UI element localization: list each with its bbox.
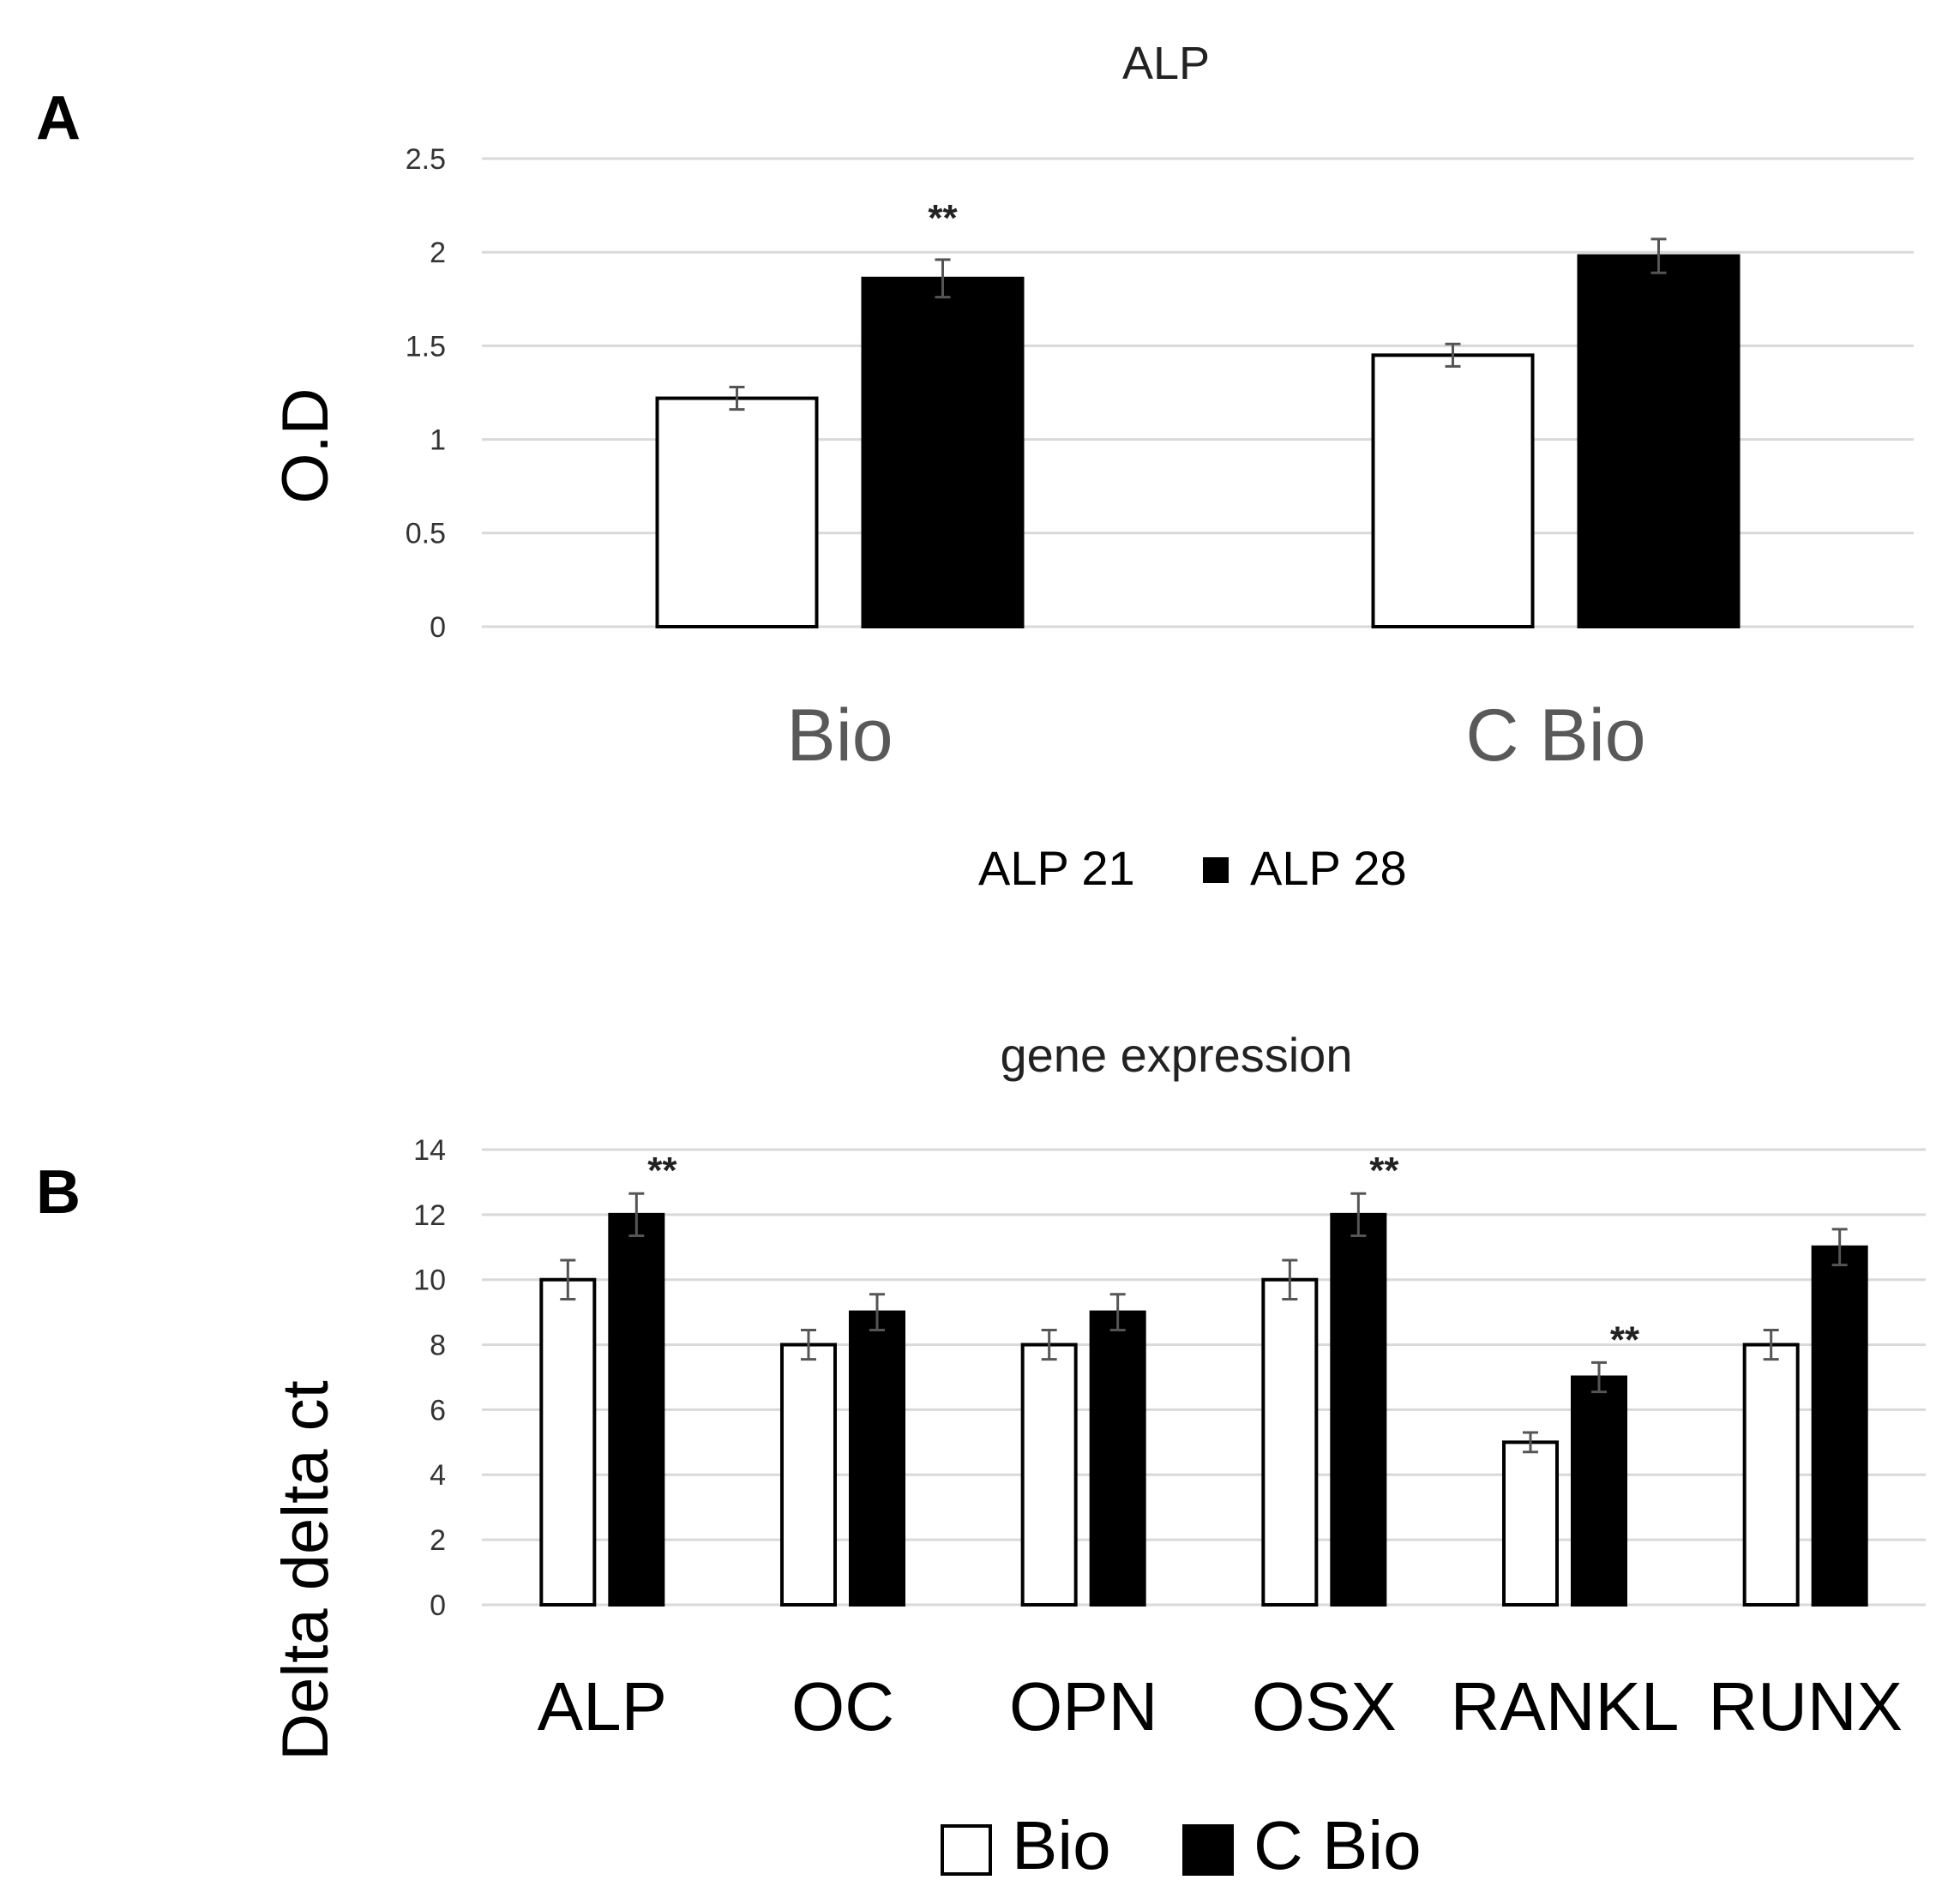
chart-b-gridlines	[482, 1148, 1926, 1607]
chart-gene-expression: gene expression Delta delta ct 0 2 4 6 8 10 12…	[269, 1028, 1926, 1883]
x-tick-label-rankl: RANKL	[1451, 1668, 1680, 1745]
significance-marker-bio: **	[928, 197, 958, 239]
bar-bio-alp-28	[861, 276, 1025, 628]
legend-swatch-alp-28	[1203, 857, 1229, 883]
x-tick-label-c-bio: C Bio	[1465, 694, 1645, 777]
x-tick-label-alp: ALP	[538, 1668, 667, 1745]
legend-swatch-c-bio	[1182, 1824, 1234, 1876]
bar-c-bio-alp-21	[1371, 353, 1535, 628]
chart-b-title: gene expression	[1001, 1028, 1353, 1082]
chart-a-y-ticks: 0 0.5 1 1.5 2 2.5	[406, 143, 446, 644]
x-tick-label-osx: OSX	[1252, 1668, 1397, 1745]
legend-label-c-bio: C Bio	[1254, 1807, 1422, 1883]
y-tick-label: 2	[430, 237, 446, 269]
significance-marker-rankl: **	[1610, 1318, 1640, 1360]
y-tick-label: 10	[413, 1264, 446, 1297]
y-tick-label: 2	[430, 1524, 446, 1557]
panel-a-label: A	[36, 84, 81, 153]
y-tick-label: 0.5	[406, 518, 446, 550]
y-tick-label: 0	[430, 1589, 446, 1622]
panel-b-label: B	[36, 1158, 81, 1227]
chart-b-annotations: ** ** **	[647, 1150, 1640, 1360]
y-tick-label: 1.5	[406, 330, 446, 363]
chart-a-title: ALP	[1122, 38, 1210, 89]
y-tick-label: 14	[413, 1134, 446, 1167]
chart-a-y-axis-label: O.D	[269, 387, 342, 503]
x-tick-label-oc: OC	[791, 1668, 894, 1745]
legend-swatch-bio	[941, 1824, 992, 1876]
legend-label-bio: Bio	[1012, 1807, 1111, 1883]
chart-alp-od: ALP O.D 0 0.5 1 1.5 2 2.5 Bio C Bio ** ALP 21 …	[269, 38, 1914, 895]
legend-label-alp-28: ALP 28	[1250, 841, 1407, 895]
y-tick-label: 0	[430, 611, 446, 644]
chart-b-bars	[539, 1192, 1868, 1607]
chart-b-legend: Bio C Bio	[941, 1807, 1422, 1883]
significance-marker-osx: **	[1369, 1150, 1399, 1192]
bar-alp-bio	[539, 1277, 597, 1607]
bar-c-bio-alp-28	[1577, 254, 1741, 628]
y-tick-label: 6	[430, 1394, 446, 1426]
y-tick-label: 4	[430, 1459, 446, 1492]
x-tick-label-runx: RUNX	[1708, 1668, 1903, 1745]
chart-b-y-axis-label: Delta delta ct	[269, 1380, 342, 1761]
y-tick-label: 2.5	[406, 143, 446, 176]
legend-swatch-alp-21	[946, 853, 970, 877]
chart-a-x-ticks: Bio C Bio	[786, 694, 1645, 777]
bar-opn-bio	[1020, 1342, 1078, 1607]
bar-alp-c-bio	[608, 1212, 665, 1607]
chart-a-legend: ALP 21 ALP 28	[946, 841, 1407, 895]
bar-osx-c-bio	[1330, 1212, 1387, 1607]
bar-runx-c-bio	[1811, 1245, 1868, 1607]
bar-rankl-c-bio	[1571, 1375, 1627, 1607]
bar-oc-bio	[780, 1342, 837, 1607]
chart-a-annotations: **	[928, 197, 958, 239]
y-tick-label: 12	[413, 1199, 446, 1232]
x-tick-label-bio: Bio	[786, 694, 893, 777]
bar-bio-alp-21	[655, 396, 819, 628]
bar-opn-c-bio	[1089, 1310, 1146, 1607]
chart-b-y-ticks: 0 2 4 6 8 10 12 14	[413, 1134, 446, 1622]
chart-a-bars	[655, 237, 1741, 628]
significance-marker-alp: **	[647, 1150, 677, 1192]
y-tick-label: 8	[430, 1329, 446, 1361]
bar-runx-bio	[1742, 1342, 1800, 1607]
legend-label-alp-21: ALP 21	[978, 841, 1135, 895]
bar-osx-bio	[1261, 1277, 1319, 1607]
chart-b-x-ticks: ALP OC OPN OSX RANKL RUNX	[538, 1668, 1903, 1745]
bar-rankl-bio	[1502, 1440, 1559, 1607]
x-tick-label-opn: OPN	[1009, 1668, 1157, 1745]
bar-oc-c-bio	[849, 1310, 905, 1607]
y-tick-label: 1	[430, 424, 446, 457]
